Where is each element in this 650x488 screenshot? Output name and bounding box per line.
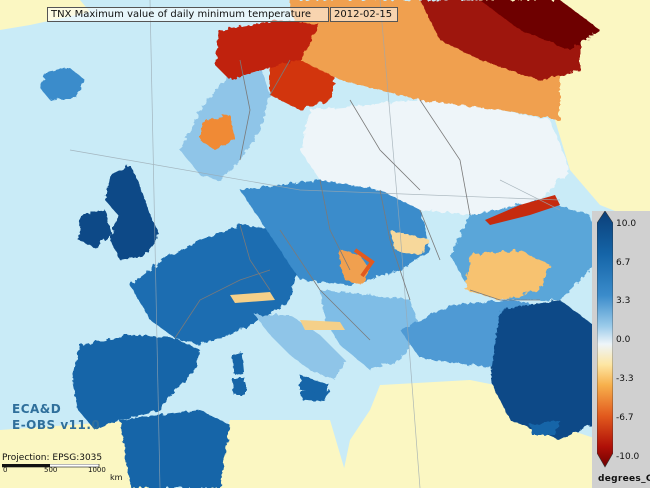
iceland (40, 68, 85, 100)
color-legend-bar (597, 211, 613, 468)
map-title: TNX Maximum value of daily minimum tempe… (47, 7, 329, 22)
british-isles (78, 165, 160, 260)
legend-tick: -10.0 (616, 452, 640, 462)
scale-label: 1000 (88, 466, 106, 474)
watermark-eobs: E-OBS v11.0 (12, 418, 101, 432)
warm-anomalies (230, 195, 560, 330)
watermark-ecad: ECA&D (12, 402, 62, 416)
scale-unit: km (110, 473, 123, 482)
legend-unit: degrees_C (598, 474, 650, 484)
legend-tick: -6.7 (616, 413, 634, 423)
scale-label: 0 (3, 466, 8, 474)
projection-label: Projection: EPSG:3035 (2, 453, 103, 463)
map-date: 2012-02-15 (330, 7, 398, 22)
legend-tick: -3.3 (616, 374, 634, 384)
scale-label: 500 (44, 466, 58, 474)
graticule (69, 0, 561, 488)
legend-tick: 10.0 (616, 219, 637, 229)
legend-tick: 0.0 (616, 335, 631, 345)
legend-tick: 3.3 (616, 296, 631, 306)
country-borders (174, 59, 540, 341)
legend-tick: 6.7 (616, 258, 631, 268)
scale-bar (2, 464, 100, 468)
islands (232, 352, 560, 435)
